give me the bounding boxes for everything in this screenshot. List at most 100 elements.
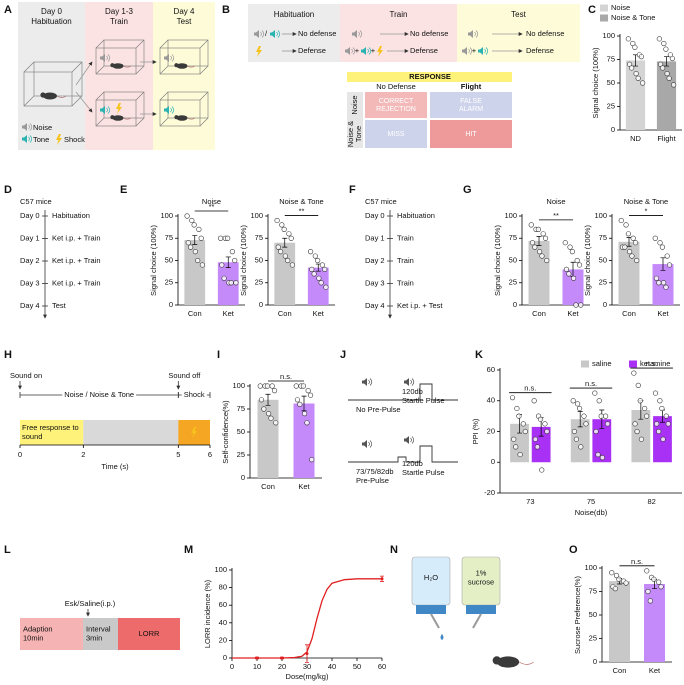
data-point [569, 249, 576, 255]
speaker-wave [170, 106, 175, 114]
y-tick-label: 0 [593, 657, 597, 666]
stage-label: 3min [86, 633, 102, 642]
data-point [509, 395, 516, 401]
speaker-wave [276, 30, 281, 38]
speaker-wave [170, 54, 175, 62]
y-tick-label: 0 [259, 300, 263, 309]
outcome: Defense [526, 46, 554, 55]
error-bar [599, 409, 605, 429]
panel-label: B [222, 4, 230, 16]
protocol-day: Day 3 [365, 278, 385, 287]
data-point [273, 420, 279, 426]
x-tick-label: Ket [649, 666, 661, 675]
bar [644, 583, 665, 662]
protocol-day: Day 4 [20, 301, 40, 310]
row-label: Tone [354, 126, 363, 142]
x-tick-label: 40 [328, 662, 336, 671]
protocol-event: Train [397, 233, 414, 242]
mouse-head [110, 63, 115, 68]
panel-label: I [217, 349, 220, 361]
bar [184, 240, 206, 305]
mouse-tail [123, 65, 132, 68]
data-point [638, 54, 645, 60]
data-point [599, 455, 606, 461]
significance-label: n.s. [631, 557, 643, 566]
speaker-icon [270, 30, 275, 38]
x-tick-label: Ket [313, 309, 325, 318]
x-tick-label: ND [630, 134, 641, 143]
speaker-icon [100, 106, 105, 114]
x-tick-label: Ket [567, 309, 579, 318]
event-label: Sound on [10, 371, 42, 380]
y-axis-label: Signal choice (100%) [149, 225, 158, 296]
bottle-cap [416, 605, 446, 614]
x-axis-label: Dose(mg/kg) [286, 672, 329, 681]
y-tick-label: 50 [589, 610, 597, 619]
data-point [311, 271, 317, 277]
cage [159, 99, 201, 127]
data-point [274, 217, 280, 224]
data-point [540, 231, 546, 237]
data-point [305, 652, 309, 656]
stage-title: Day 4 [174, 7, 195, 16]
error-bar [315, 263, 321, 272]
bar [307, 267, 329, 305]
speaker-icon [404, 436, 409, 444]
response-cell [430, 92, 512, 118]
legend-swatch [600, 4, 608, 12]
data-point [629, 65, 635, 71]
data-point [634, 428, 640, 435]
y-tick-label: 50 [509, 255, 517, 264]
panel-label: C [588, 4, 596, 16]
data-point [570, 275, 577, 281]
speaker-icon [254, 30, 259, 38]
data-point [199, 262, 206, 268]
speaker-wave [368, 378, 373, 386]
stage-background [153, 2, 215, 150]
x-tick-label: Ket [223, 309, 235, 318]
prepulse-label: 73/75/82db [356, 467, 394, 476]
data-point [658, 584, 664, 590]
data-point [258, 397, 265, 403]
panel-label: D [4, 184, 12, 196]
stage-title: Habituation [31, 17, 71, 26]
data-point [531, 398, 537, 404]
y-tick-label: 50 [607, 78, 615, 87]
data-point [573, 436, 579, 442]
data-point [309, 457, 315, 463]
panel-label: F [349, 184, 356, 196]
y-tick-label: 75 [237, 404, 245, 413]
cell-label: ALARM [459, 106, 483, 113]
panel-label: J [340, 349, 346, 361]
y-tick-label: 0 [241, 473, 245, 482]
data-point [659, 405, 665, 412]
error-bar [536, 236, 542, 246]
data-point [625, 36, 631, 42]
legend-label: saline [592, 359, 612, 368]
data-point [288, 235, 294, 241]
separator: + [355, 46, 360, 55]
data-point [307, 392, 314, 398]
cage [159, 39, 209, 75]
stage-label: Interval [86, 624, 111, 633]
y-tick-label: 0 [491, 457, 495, 466]
data-point [669, 55, 676, 62]
error-bar [225, 256, 231, 268]
stage-title: Day 1-3 [105, 7, 134, 16]
y-tick-label: 25 [589, 633, 597, 642]
table-title: RESPONSE [409, 72, 451, 81]
y-tick-label: 20 [487, 426, 495, 435]
data-point [634, 257, 640, 264]
speaker-icon [164, 106, 169, 114]
panel-label: G [463, 184, 472, 196]
error-bar [660, 257, 666, 271]
data-point [307, 249, 314, 255]
x-tick-label: 20 [278, 662, 286, 671]
data-point [286, 231, 292, 237]
data-point [233, 280, 239, 286]
data-point [567, 244, 573, 250]
mouse-body [176, 115, 188, 121]
data-point [302, 411, 308, 417]
data-point [647, 598, 653, 604]
data-point [657, 240, 663, 246]
